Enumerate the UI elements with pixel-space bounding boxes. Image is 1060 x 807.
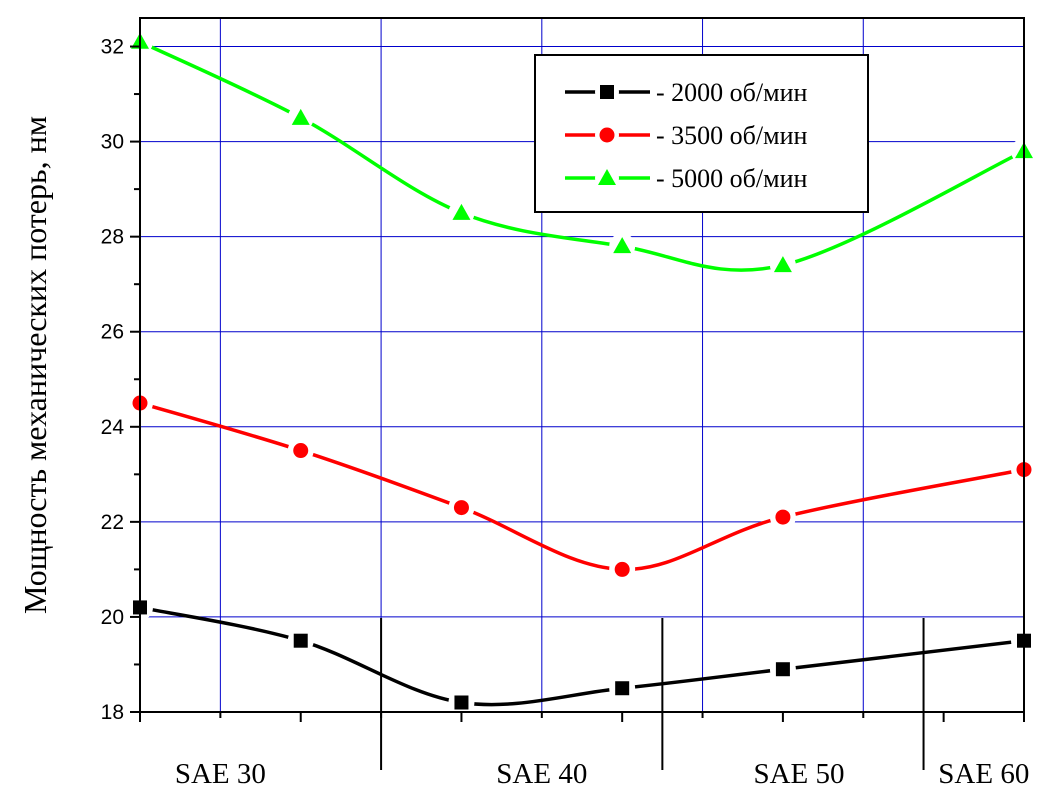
series-line: [139, 40, 1025, 272]
series-2: [127, 390, 1037, 583]
legend-marker: [600, 85, 614, 99]
legend-entry: - 5000 об/мин: [565, 164, 807, 193]
legend-marker: [599, 127, 615, 143]
data-point: [293, 443, 309, 459]
y-axis-title: Мощность механических потерь, нм: [17, 116, 53, 614]
x-category-label: SAE 30: [175, 758, 266, 790]
x-category-label: SAE 60: [938, 758, 1029, 790]
data-point: [453, 500, 469, 516]
series-lines: [127, 28, 1037, 716]
data-point: [775, 509, 791, 525]
plot-frame: [139, 17, 1025, 713]
y-tick-label: 20: [101, 606, 124, 629]
data-point: [775, 662, 790, 677]
legend-marker: [598, 169, 616, 185]
series-1: [127, 594, 1037, 716]
y-tick-label: 32: [101, 36, 124, 59]
legend-label: - 3500 об/мин: [656, 121, 807, 150]
series-line: [139, 605, 1025, 707]
legend-label: - 2000 об/мин: [656, 78, 807, 107]
y-tick-label: 22: [101, 511, 124, 534]
data-point: [773, 256, 792, 273]
series-line: [139, 401, 1025, 572]
data-point: [614, 561, 630, 577]
axes: 18 20 22 24 26 28 30 32 SAE 30 SAE 40 SAE 50 SAE 60: [101, 36, 1030, 790]
x-category-label: SAE 40: [496, 758, 587, 790]
data-point: [291, 108, 310, 125]
y-tick-label: 18: [101, 701, 124, 724]
legend: - 2000 об/мин - 3500 об/мин - 5000 об/мин: [534, 54, 869, 213]
data-point: [454, 695, 469, 710]
legend-entry: - 3500 об/мин: [565, 121, 807, 150]
legend-entry: - 2000 об/мин: [565, 78, 807, 107]
y-tick-label: 26: [101, 321, 124, 344]
x-category-label: SAE 50: [753, 758, 844, 790]
data-point: [613, 237, 632, 254]
data-point: [452, 203, 471, 220]
y-tick-label: 30: [101, 131, 124, 154]
data-point: [615, 681, 630, 696]
y-tick-label: 28: [101, 226, 124, 249]
y-tick-label: 24: [101, 416, 125, 439]
data-point: [293, 633, 308, 648]
legend-label: - 5000 об/мин: [656, 164, 807, 193]
